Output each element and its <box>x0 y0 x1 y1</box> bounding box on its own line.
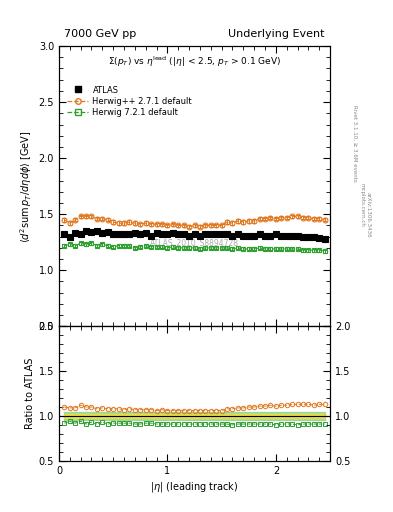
Text: ATLAS_2010_S8894728: ATLAS_2010_S8894728 <box>150 238 239 247</box>
Text: Rivet 3.1.10, ≥ 3.6M events: Rivet 3.1.10, ≥ 3.6M events <box>352 105 357 182</box>
Text: $\Sigma(p_T)$ vs $\eta^{\rm lead}$ ($|\eta|$ < 2.5, $p_T$ > 0.1 GeV): $\Sigma(p_T)$ vs $\eta^{\rm lead}$ ($|\e… <box>108 54 281 69</box>
Legend: ATLAS, Herwig++ 2.7.1 default, Herwig 7.2.1 default: ATLAS, Herwig++ 2.7.1 default, Herwig 7.… <box>66 84 194 118</box>
Y-axis label: $\langle d^2 \mathrm{sum}\, p_T/d\eta d\phi \rangle$ [GeV]: $\langle d^2 \mathrm{sum}\, p_T/d\eta d\… <box>18 130 35 243</box>
Text: mcplots.cern.ch: mcplots.cern.ch <box>360 183 365 227</box>
Text: 7000 GeV pp: 7000 GeV pp <box>64 29 137 39</box>
X-axis label: $|\eta|$ (leading track): $|\eta|$ (leading track) <box>150 480 239 494</box>
Y-axis label: Ratio to ATLAS: Ratio to ATLAS <box>24 358 35 429</box>
Text: arXiv:1306.3436: arXiv:1306.3436 <box>365 192 371 238</box>
Text: Underlying Event: Underlying Event <box>228 29 325 39</box>
